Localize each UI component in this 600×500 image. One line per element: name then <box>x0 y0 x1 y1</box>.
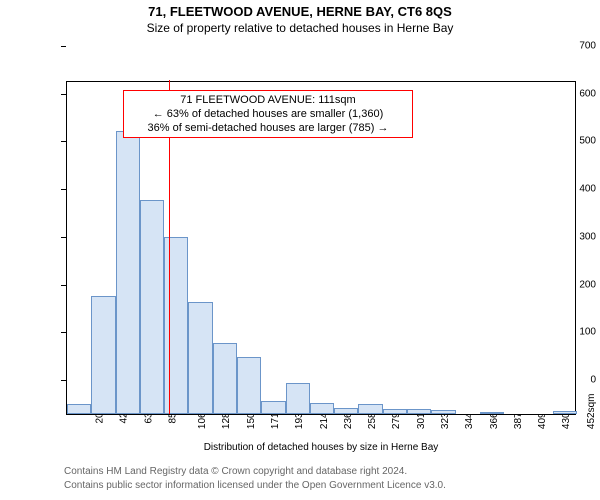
histogram-bar <box>140 200 164 414</box>
histogram-bar <box>553 411 577 414</box>
histogram-bar <box>116 131 140 414</box>
histogram-bar <box>261 401 285 414</box>
histogram-bar <box>431 410 455 414</box>
histogram-bar <box>383 409 407 414</box>
histogram-bar <box>237 357 261 414</box>
histogram-bar <box>286 383 310 414</box>
histogram-bar <box>407 409 431 414</box>
y-tick-label: 700 <box>538 41 596 52</box>
chart-title: 71, FLEETWOOD AVENUE, HERNE BAY, CT6 8QS <box>0 0 600 19</box>
chart-subtitle: Size of property relative to detached ho… <box>0 19 600 35</box>
histogram-bar <box>358 404 382 414</box>
x-tick-label: 452sqm <box>586 394 597 430</box>
histogram-bar <box>480 412 504 414</box>
annotation-line3: 36% of semi-detached houses are larger (… <box>128 122 408 136</box>
histogram-bar <box>188 302 212 414</box>
footer-line-1: Contains HM Land Registry data © Crown c… <box>64 466 407 477</box>
histogram-bar <box>213 343 237 414</box>
annotation-line2: ← 63% of detached houses are smaller (1,… <box>128 108 408 122</box>
annotation-line1: 71 FLEETWOOD AVENUE: 111sqm <box>128 94 408 108</box>
histogram-bar <box>91 296 115 414</box>
footer-line-2: Contains public sector information licen… <box>64 480 446 491</box>
histogram-bar <box>310 403 334 414</box>
histogram-bar <box>67 404 91 414</box>
y-tick-mark <box>61 46 66 47</box>
chart-container: 71, FLEETWOOD AVENUE, HERNE BAY, CT6 8QS… <box>0 0 600 500</box>
histogram-bar <box>164 237 188 414</box>
histogram-bar <box>334 408 358 414</box>
annotation-box: 71 FLEETWOOD AVENUE: 111sqm ← 63% of det… <box>123 90 413 138</box>
x-axis-title: Distribution of detached houses by size … <box>66 442 576 453</box>
plot-area: 71 FLEETWOOD AVENUE: 111sqm ← 63% of det… <box>66 81 576 415</box>
